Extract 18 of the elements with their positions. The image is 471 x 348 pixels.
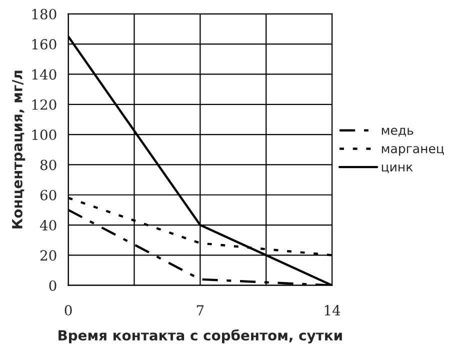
x-tick-label: 0 bbox=[64, 305, 72, 316]
legend-label: марганец bbox=[382, 146, 444, 156]
legend-label: цинк bbox=[382, 164, 413, 174]
legend-label: медь bbox=[382, 128, 414, 136]
y-tick-label: 60 bbox=[40, 190, 56, 200]
y-tick-label: 20 bbox=[40, 250, 56, 261]
x-tick-label: 14 bbox=[324, 305, 340, 316]
x-axis-title: Время контакта с сорбентом, сутки bbox=[58, 329, 342, 344]
y-tick-label: 40 bbox=[40, 220, 56, 231]
y-tick-label: 140 bbox=[32, 69, 56, 80]
y-tick-label: 0 bbox=[49, 280, 56, 291]
y-tick-label: 120 bbox=[32, 99, 56, 110]
y-axis-title: Концентрация, мг/л bbox=[12, 70, 26, 228]
y-tick-label: 160 bbox=[32, 39, 56, 50]
y-tick-label: 80 bbox=[40, 160, 56, 170]
y-tick-label: 180 bbox=[32, 8, 56, 20]
x-tick-label: 7 bbox=[196, 305, 204, 316]
y-tick-label: 100 bbox=[32, 130, 56, 140]
